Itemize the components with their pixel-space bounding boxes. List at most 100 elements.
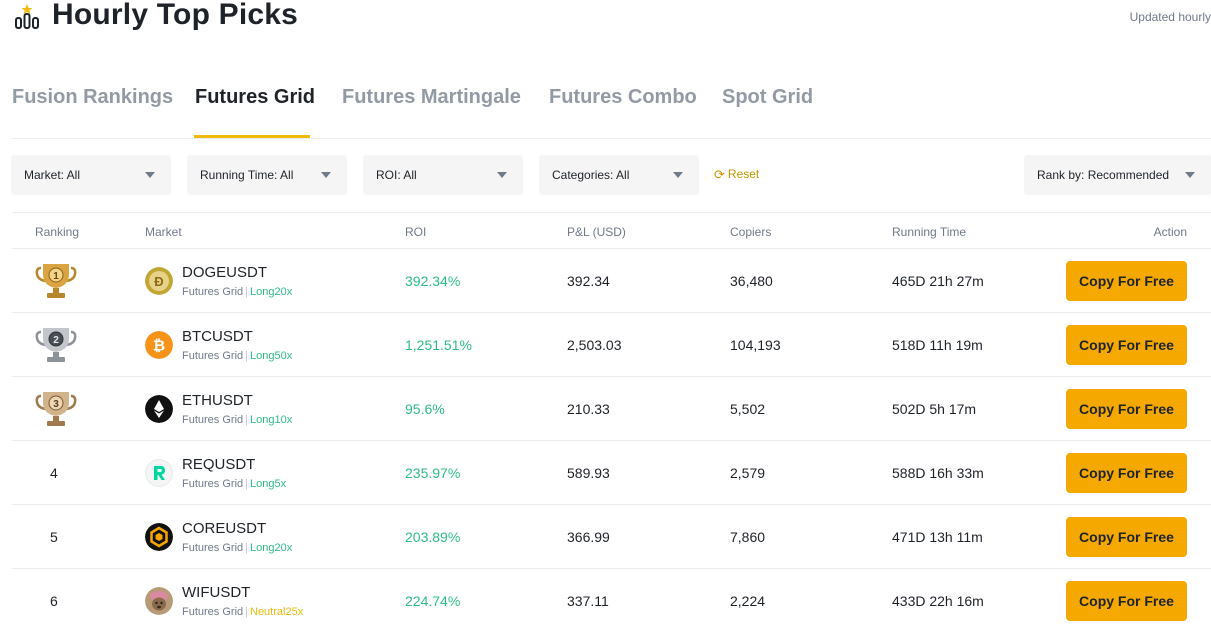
silver-trophy-icon: 2	[35, 328, 77, 362]
reset-label: Reset	[727, 167, 760, 181]
tab-futures-combo[interactable]: Futures Combo	[549, 86, 697, 108]
copy-for-free-button[interactable]: Copy For Free	[1066, 517, 1187, 557]
market-symbol[interactable]: REQUSDT	[182, 456, 256, 473]
rank-number: 1	[53, 271, 59, 282]
btc-icon: ₿	[145, 331, 173, 359]
filter-bar: Market: All Running Time: All ROI: All C…	[0, 155, 1211, 195]
roi-value: 1,251.51%	[405, 337, 472, 353]
page-header: Hourly Top Picks Updated hourly	[12, 0, 1211, 40]
caret-down-icon	[145, 172, 155, 178]
roi-value: 392.34%	[405, 273, 461, 289]
roi-value: 235.97%	[405, 465, 461, 481]
page-title: Hourly Top Picks	[52, 0, 299, 31]
copy-for-free-button[interactable]: Copy For Free	[1066, 453, 1187, 493]
tab-futures-grid[interactable]: Futures Grid	[195, 86, 316, 108]
market-subline: Futures Grid | Neutral25x	[182, 606, 304, 618]
reset-button[interactable]: ⟳ Reset	[714, 167, 759, 183]
market-symbol[interactable]: COREUSDT	[182, 520, 267, 537]
caret-down-icon	[673, 172, 683, 178]
tab-fusion-rankings[interactable]: Fusion Rankings	[12, 86, 174, 108]
copiers-value: 104,193	[730, 337, 781, 353]
market-filter-label: Market: All	[24, 168, 81, 182]
active-tab-indicator	[194, 135, 310, 138]
leverage-tag: Long50x	[250, 350, 293, 362]
market-symbol[interactable]: DOGEUSDT	[182, 264, 268, 281]
tab-spot-grid[interactable]: Spot Grid	[722, 86, 814, 108]
copiers-value: 2,579	[730, 465, 766, 481]
table-row: 3 ETHUSDT Futures Grid | Long10x 95.6% 210…	[12, 377, 1211, 441]
caret-down-icon	[321, 172, 331, 178]
refresh-icon: ⟳	[714, 167, 725, 182]
market-filter-dropdown[interactable]: Market: All	[11, 155, 171, 195]
column-action: Action	[1153, 225, 1187, 239]
market-symbol[interactable]: WIFUSDT	[182, 584, 251, 601]
column-running-time[interactable]: Running Time	[892, 225, 967, 239]
caret-down-icon	[1185, 172, 1195, 178]
roi-value: 203.89%	[405, 529, 461, 545]
svg-text:Ð: Ð	[154, 274, 163, 289]
svg-text:₿: ₿	[153, 338, 165, 355]
running-time-filter-label: Running Time: All	[200, 168, 294, 182]
market-subline: Futures Grid | Long20x	[182, 286, 293, 298]
rank-number: 2	[53, 335, 59, 346]
rank-by-label: Rank by: Recommended	[1037, 168, 1170, 182]
core-icon	[145, 523, 173, 551]
copy-for-free-button[interactable]: Copy For Free	[1066, 325, 1187, 365]
strategy-type: Futures Grid	[182, 478, 244, 490]
market-subline: Futures Grid | Long20x	[182, 542, 293, 554]
wif-icon	[145, 587, 173, 615]
rank-number: 5	[50, 529, 58, 545]
rank-number: 6	[50, 593, 58, 609]
table-header: Ranking Market ROI P&L (USD) Copiers Run…	[12, 212, 1211, 249]
column-copiers[interactable]: Copiers	[730, 225, 772, 239]
copy-for-free-button[interactable]: Copy For Free	[1066, 389, 1187, 429]
running-time-value: 518D 11h 19m	[892, 337, 983, 353]
leverage-tag: Long10x	[250, 414, 293, 426]
market-subline: Futures Grid | Long10x	[182, 414, 293, 426]
req-icon	[145, 459, 173, 487]
market-symbol[interactable]: BTCUSDT	[182, 328, 253, 345]
table-row: 4 REQUSDT Futures Grid | Long5x 235.97% 58…	[12, 441, 1211, 505]
gold-trophy-icon: 1	[35, 264, 77, 298]
column-pnl[interactable]: P&L (USD)	[567, 225, 626, 239]
categories-filter-label: Categories: All	[552, 168, 630, 182]
strategy-type: Futures Grid	[182, 542, 244, 554]
pnl-value: 210.33	[567, 401, 610, 417]
copy-for-free-button[interactable]: Copy For Free	[1066, 581, 1187, 621]
roi-filter-dropdown[interactable]: ROI: All	[363, 155, 523, 195]
tab-futures-martingale[interactable]: Futures Martingale	[342, 86, 521, 108]
column-roi[interactable]: ROI	[405, 225, 427, 239]
column-market: Market	[145, 225, 182, 239]
bronze-trophy-icon: 3	[35, 392, 77, 426]
eth-icon	[145, 395, 173, 423]
leverage-tag: Neutral25x	[250, 606, 304, 618]
strategy-type: Futures Grid	[182, 606, 244, 618]
strategy-type: Futures Grid	[182, 350, 244, 362]
market-symbol[interactable]: ETHUSDT	[182, 392, 253, 409]
updated-hourly-note: Updated hourly	[1129, 10, 1211, 24]
table-row: 1 Ð DOGEUSDT Futures Grid | Long20x 392.34…	[12, 249, 1211, 313]
rankings-table: Ranking Market ROI P&L (USD) Copiers Run…	[12, 212, 1211, 630]
strategy-type: Futures Grid	[182, 286, 244, 298]
table-row: 2 ₿ BTCUSDT Futures Grid | Long50x 1,251.5…	[12, 313, 1211, 377]
caret-down-icon	[497, 172, 507, 178]
running-time-filter-dropdown[interactable]: Running Time: All	[187, 155, 347, 195]
rank-number: 3	[53, 399, 59, 410]
rank-by-dropdown[interactable]: Rank by: Recommended	[1024, 155, 1211, 195]
running-time-value: 471D 13h 11m	[892, 529, 983, 545]
market-subline: Futures Grid | Long5x	[182, 478, 287, 490]
bar-chart-star-icon	[15, 4, 39, 29]
copiers-value: 5,502	[730, 401, 766, 417]
strategy-tabs: Fusion Rankings Futures Grid Futures Mar…	[12, 78, 1211, 139]
roi-value: 95.6%	[405, 401, 445, 417]
pnl-value: 392.34	[567, 273, 610, 289]
categories-filter-dropdown[interactable]: Categories: All	[539, 155, 699, 195]
strategy-type: Futures Grid	[182, 414, 244, 426]
running-time-value: 433D 22h 16m	[892, 593, 984, 609]
copiers-value: 36,480	[730, 273, 773, 289]
running-time-value: 588D 16h 33m	[892, 465, 984, 481]
copy-for-free-button[interactable]: Copy For Free	[1066, 261, 1187, 301]
table-row: 6 WIFUSDT Futures Grid | Neutral25x 224.74…	[12, 569, 1211, 630]
leverage-tag: Long5x	[250, 478, 287, 490]
doge-icon: Ð	[145, 267, 173, 295]
